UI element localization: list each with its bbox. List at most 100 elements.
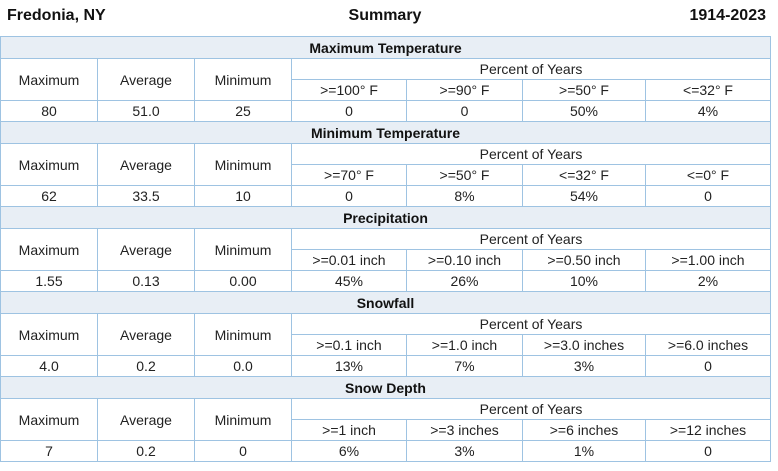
- percent-of-years-header: Percent of Years: [291, 58, 771, 80]
- year-range: 1914-2023: [689, 7, 766, 24]
- threshold-label: >=6 inches: [522, 419, 646, 441]
- percent-value: 8%: [406, 185, 523, 207]
- average-value: 0.13: [97, 270, 195, 292]
- threshold-label: >=100° F: [291, 79, 407, 101]
- percent-value: 0: [645, 440, 771, 462]
- percent-value: 13%: [291, 355, 407, 377]
- average-header: Average: [97, 228, 195, 271]
- value-row: 80 51.0 25 0 0 50% 4%: [0, 100, 771, 122]
- threshold-label: <=0° F: [645, 164, 771, 186]
- maximum-header: Maximum: [0, 228, 98, 271]
- value-row: 62 33.5 10 0 8% 54% 0: [0, 185, 771, 207]
- percent-of-years-header: Percent of Years: [291, 398, 771, 420]
- percent-value: 2%: [645, 270, 771, 292]
- threshold-row: >=100° F >=90° F >=50° F <=32° F: [1, 79, 771, 101]
- maximum-value: 62: [0, 185, 98, 207]
- threshold-label: >=1.0 inch: [406, 334, 523, 356]
- threshold-label: >=50° F: [522, 79, 646, 101]
- threshold-label: >=1 inch: [291, 419, 407, 441]
- minimum-value: 0: [194, 440, 292, 462]
- threshold-label: >=50° F: [406, 164, 523, 186]
- minimum-header: Minimum: [194, 313, 292, 356]
- minimum-value: 0.0: [194, 355, 292, 377]
- minimum-header: Minimum: [194, 143, 292, 186]
- value-row: 4.0 0.2 0.0 13% 7% 3% 0: [0, 355, 771, 377]
- report-header: Fredonia, NY Summary 1914-2023: [0, 0, 778, 36]
- average-value: 33.5: [97, 185, 195, 207]
- threshold-label: >=0.1 inch: [291, 334, 407, 356]
- minimum-header: Minimum: [194, 228, 292, 271]
- section-title: Snowfall: [0, 291, 771, 314]
- threshold-label: >=3.0 inches: [522, 334, 646, 356]
- percent-value: 0: [645, 355, 771, 377]
- percent-value: 45%: [291, 270, 407, 292]
- percent-value: 3%: [406, 440, 523, 462]
- section-title: Precipitation: [0, 206, 771, 229]
- value-row: 1.55 0.13 0.00 45% 26% 10% 2%: [0, 270, 771, 292]
- minimum-header: Minimum: [194, 398, 292, 441]
- maximum-value: 80: [0, 100, 98, 122]
- maximum-value: 1.55: [0, 270, 98, 292]
- page-title: Summary: [348, 7, 422, 24]
- location-title: Fredonia, NY: [7, 7, 106, 24]
- average-value: 0.2: [97, 440, 195, 462]
- minimum-value: 0.00: [194, 270, 292, 292]
- threshold-label: >=70° F: [291, 164, 407, 186]
- maximum-header: Maximum: [0, 313, 98, 356]
- section-title: Snow Depth: [0, 376, 771, 399]
- minimum-value: 10: [194, 185, 292, 207]
- percent-value: 50%: [522, 100, 646, 122]
- section-title: Maximum Temperature: [0, 36, 771, 59]
- column-header-row: Maximum Average Minimum Percent of Years: [0, 313, 771, 356]
- threshold-label: >=0.50 inch: [522, 249, 646, 271]
- column-header-row: Maximum Average Minimum Percent of Years: [0, 228, 771, 271]
- maximum-header: Maximum: [0, 398, 98, 441]
- percent-value: 3%: [522, 355, 646, 377]
- maximum-header: Maximum: [0, 58, 98, 101]
- column-header-row: Maximum Average Minimum Percent of Years: [0, 143, 771, 186]
- summary-table: Maximum Temperature Maximum Average Mini…: [0, 36, 771, 462]
- threshold-label: >=3 inches: [406, 419, 523, 441]
- section-header-row: Snow Depth: [0, 376, 771, 399]
- average-value: 0.2: [97, 355, 195, 377]
- percent-value: 10%: [522, 270, 646, 292]
- average-header: Average: [97, 398, 195, 441]
- percent-value: 54%: [522, 185, 646, 207]
- percent-value: 4%: [645, 100, 771, 122]
- minimum-value: 25: [194, 100, 292, 122]
- section-title: Minimum Temperature: [0, 121, 771, 144]
- percent-of-years-header: Percent of Years: [291, 313, 771, 335]
- threshold-label: >=12 inches: [645, 419, 771, 441]
- percent-of-years-header: Percent of Years: [291, 228, 771, 250]
- maximum-value: 7: [0, 440, 98, 462]
- percent-value: 26%: [406, 270, 523, 292]
- column-header-row: Maximum Average Minimum Percent of Years: [0, 398, 771, 441]
- percent-value: 0: [291, 100, 407, 122]
- threshold-label: >=1.00 inch: [645, 249, 771, 271]
- threshold-label: >=90° F: [406, 79, 523, 101]
- section-header-row: Minimum Temperature: [0, 121, 771, 144]
- threshold-label: >=0.10 inch: [406, 249, 523, 271]
- maximum-value: 4.0: [0, 355, 98, 377]
- threshold-row: >=1 inch >=3 inches >=6 inches >=12 inch…: [1, 419, 771, 441]
- threshold-label: <=32° F: [522, 164, 646, 186]
- average-value: 51.0: [97, 100, 195, 122]
- threshold-row: >=0.01 inch >=0.10 inch >=0.50 inch >=1.…: [1, 249, 771, 271]
- percent-value: 1%: [522, 440, 646, 462]
- section-header-row: Snowfall: [0, 291, 771, 314]
- percent-value: 0: [406, 100, 523, 122]
- percent-value: 6%: [291, 440, 407, 462]
- minimum-header: Minimum: [194, 58, 292, 101]
- percent-value: 0: [645, 185, 771, 207]
- percent-of-years-header: Percent of Years: [291, 143, 771, 165]
- percent-value: 7%: [406, 355, 523, 377]
- threshold-label: <=32° F: [645, 79, 771, 101]
- threshold-row: >=0.1 inch >=1.0 inch >=3.0 inches >=6.0…: [1, 334, 771, 356]
- section-header-row: Precipitation: [0, 206, 771, 229]
- maximum-header: Maximum: [0, 143, 98, 186]
- threshold-label: >=0.01 inch: [291, 249, 407, 271]
- threshold-label: >=6.0 inches: [645, 334, 771, 356]
- value-row: 7 0.2 0 6% 3% 1% 0: [0, 440, 771, 462]
- average-header: Average: [97, 143, 195, 186]
- section-header-row: Maximum Temperature: [0, 36, 771, 59]
